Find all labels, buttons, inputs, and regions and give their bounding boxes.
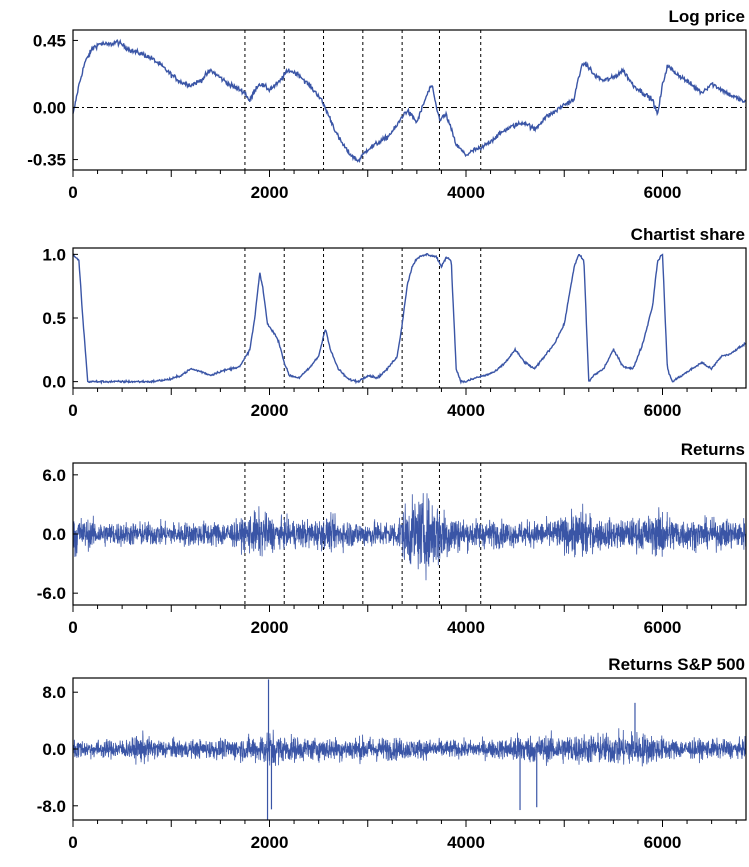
plot-frame [72,29,747,171]
y-tick-label: 0.5 [42,309,66,328]
x-tick-label: 0 [68,618,77,637]
x-tick-label: 0 [68,833,77,852]
x-tick-label: 2000 [251,833,289,852]
panel-title: Returns [681,440,745,459]
returns-series [72,728,747,767]
x-tick-label: 0 [68,183,77,202]
x-tick-label: 6000 [644,183,682,202]
series-line [72,38,747,164]
y-tick-label: 0.0 [42,525,66,544]
panel-title: Log price [668,7,745,26]
y-tick-label: -6.0 [37,584,66,603]
y-tick-label: 0.0 [42,740,66,759]
panel-log-price: Log price 0.45 0.00 -0.350 2000 4000 6000 [27,7,747,202]
y-tick-label: 0.00 [33,98,66,117]
y-tick-label: 1.0 [42,245,66,264]
y-tick-label: 6.0 [42,466,66,485]
x-tick-label: 4000 [447,833,485,852]
y-tick-label: 0.0 [42,373,66,392]
plot-frame [72,247,747,389]
panel-chartist-share: Chartist share 1.0 0.5 0.00 2000 4000 6000 [42,225,747,420]
panel-returns-sp500: Returns S&P 500 8.0 0.0 -8.00 2000 4000 6000 [37,655,747,852]
x-tick-label: 0 [68,401,77,420]
x-tick-label: 6000 [644,618,682,637]
x-tick-label: 6000 [644,401,682,420]
panel-returns: Returns 6.0 0.0 -6.00 2000 4000 6000 [37,440,747,637]
y-tick-label: 8.0 [42,683,66,702]
y-tick-label: -0.35 [27,151,66,170]
x-tick-label: 4000 [447,401,485,420]
y-tick-label: 0.45 [33,31,66,50]
x-tick-label: 2000 [251,183,289,202]
x-tick-label: 4000 [447,183,485,202]
returns-series [72,493,747,581]
y-tick-label: -8.0 [37,797,66,816]
x-tick-label: 4000 [447,618,485,637]
panel-title: Chartist share [631,225,745,244]
x-tick-label: 2000 [251,618,289,637]
x-tick-label: 2000 [251,401,289,420]
x-tick-label: 6000 [644,833,682,852]
series-line [72,252,747,385]
panel-title: Returns S&P 500 [608,655,745,674]
